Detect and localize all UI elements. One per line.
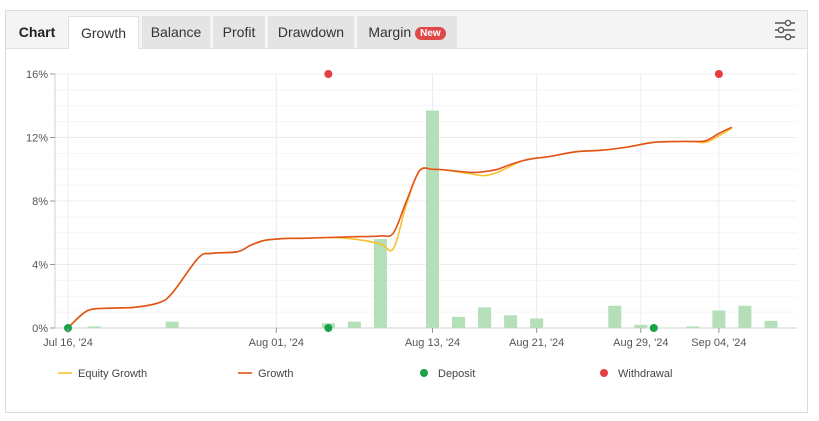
bar bbox=[686, 326, 700, 328]
bar bbox=[712, 310, 726, 328]
deposit-marker bbox=[649, 324, 658, 332]
bar bbox=[426, 110, 440, 328]
y-axis-ticks: 0% 4% 8% 12% 16% bbox=[26, 69, 55, 335]
bar bbox=[738, 305, 752, 328]
line-series bbox=[67, 126, 733, 329]
legend-withdrawal: Withdrawal bbox=[600, 368, 672, 380]
y-tick-label: 4% bbox=[32, 260, 48, 272]
legend-equity-growth: Equity Growth bbox=[58, 368, 147, 380]
y-tick-label: 0% bbox=[32, 323, 48, 335]
new-badge: New bbox=[415, 27, 446, 40]
bar bbox=[452, 316, 466, 328]
x-tick-label: Sep 04, '24 bbox=[691, 337, 746, 349]
legend-growth-label: Growth bbox=[258, 368, 293, 380]
growth-line bbox=[67, 126, 733, 329]
chart-panel: Chart Growth Balance Profit Drawdown Mar… bbox=[5, 10, 808, 413]
bar bbox=[504, 315, 518, 328]
tab-bar: Chart Growth Balance Profit Drawdown Mar… bbox=[6, 11, 807, 49]
tab-drawdown[interactable]: Drawdown bbox=[268, 16, 354, 48]
tab-balance[interactable]: Balance bbox=[142, 16, 210, 48]
chart-section-label: Chart bbox=[18, 24, 56, 40]
y-tick-label: 8% bbox=[32, 196, 48, 208]
legend-deposit-swatch bbox=[420, 369, 428, 377]
bar bbox=[373, 239, 387, 328]
x-tick-label: Aug 29, '24 bbox=[613, 337, 668, 349]
grid-lines bbox=[54, 73, 797, 329]
legend-equity-growth-label: Equity Growth bbox=[78, 368, 147, 380]
deposit-marker bbox=[324, 324, 333, 332]
event-markers bbox=[64, 70, 723, 332]
tab-profit[interactable]: Profit bbox=[213, 16, 265, 48]
y-tick-label: 16% bbox=[26, 69, 48, 81]
bar bbox=[347, 321, 361, 328]
x-tick-label: Jul 16, '24 bbox=[43, 337, 93, 349]
legend-withdrawal-swatch bbox=[600, 369, 608, 377]
legend-growth: Growth bbox=[238, 368, 293, 380]
tab-margin-label: Margin bbox=[368, 24, 412, 40]
x-tick-label: Aug 21, '24 bbox=[509, 337, 564, 349]
y-tick-label: 12% bbox=[26, 133, 48, 145]
x-axis-ticks: Jul 16, '24 Aug 01, '24 Aug 13, '24 Aug 21,… bbox=[43, 328, 747, 349]
bar bbox=[634, 324, 648, 328]
tab-margin[interactable]: Margin New bbox=[357, 16, 457, 48]
x-tick-label: Aug 01, '24 bbox=[249, 337, 304, 349]
legend-deposit: Deposit bbox=[420, 368, 475, 380]
sliders-icon[interactable] bbox=[773, 19, 797, 41]
bar bbox=[165, 321, 179, 328]
bar bbox=[530, 318, 544, 328]
legend-withdrawal-label: Withdrawal bbox=[618, 368, 672, 380]
bar bbox=[608, 305, 622, 328]
x-tick-label: Aug 13, '24 bbox=[405, 337, 460, 349]
bar-series bbox=[87, 110, 778, 328]
withdrawal-marker bbox=[324, 70, 333, 78]
bar bbox=[764, 320, 778, 328]
tab-growth[interactable]: Growth bbox=[68, 16, 139, 49]
bar bbox=[87, 326, 101, 328]
withdrawal-marker bbox=[714, 70, 723, 78]
bar bbox=[478, 307, 492, 328]
legend: Equity Growth Growth Deposit Withdrawal bbox=[58, 368, 672, 380]
legend-deposit-label: Deposit bbox=[438, 368, 475, 380]
